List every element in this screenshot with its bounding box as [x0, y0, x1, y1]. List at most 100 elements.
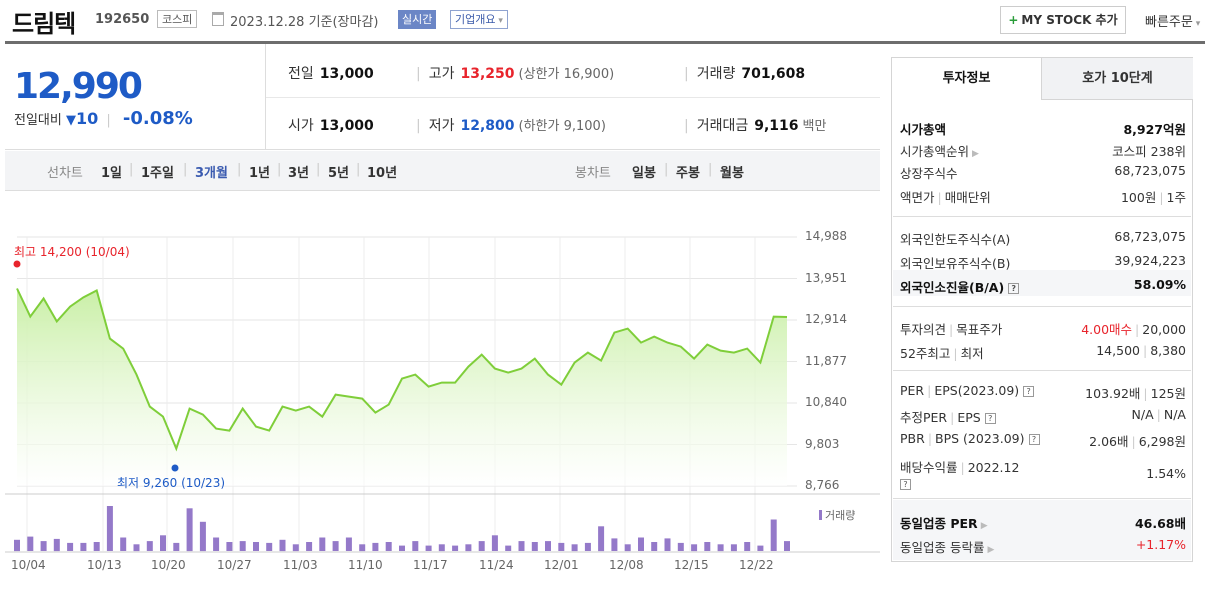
candle-chart-label: 봉차트 — [575, 166, 611, 181]
x-tick-label: 10/13 — [87, 558, 122, 572]
tab-1day[interactable]: 1일 — [101, 166, 123, 181]
y-tick-label: 10,840 — [805, 395, 847, 409]
x-tick-label: 10/20 — [151, 558, 186, 572]
info-key: 상장주식수 — [900, 163, 958, 182]
tab-10year[interactable]: 10년 — [367, 166, 398, 181]
high-marker — [13, 260, 21, 268]
amount-unit: 백만 — [802, 119, 827, 134]
info-row: 시가총액 8,927억원 — [900, 116, 1186, 138]
tab-1year[interactable]: 1년 — [249, 166, 271, 181]
help-icon[interactable]: ? — [1008, 283, 1020, 294]
volume-bar — [332, 541, 339, 551]
chevron-right-icon[interactable]: ▶ — [980, 521, 988, 531]
info-key-label: 추정PER — [900, 410, 948, 425]
tab-order-book[interactable]: 호가 10단계 — [1042, 58, 1193, 100]
volume-bar — [531, 542, 538, 551]
down-triangle-icon: ▼ — [65, 113, 76, 128]
x-tick-label: 12/22 — [739, 558, 774, 572]
info-key-label: 액면가 — [900, 190, 935, 205]
tab-weekly[interactable]: 주봉 — [676, 166, 700, 181]
info-key-label: PER — [900, 383, 925, 398]
tab-3month[interactable]: 3개월 — [195, 166, 228, 181]
info-value: 100원 | 1주 — [1121, 187, 1186, 206]
volume-bar — [253, 542, 259, 551]
help-icon[interactable]: ? — [1023, 386, 1035, 397]
current-price: 12,990 — [14, 66, 143, 107]
info-value-text: 2.06배 — [1089, 434, 1129, 449]
line-chart-label: 선차트 — [47, 166, 83, 181]
volume-bar — [438, 544, 445, 552]
info-value-text: 125원 — [1150, 386, 1186, 401]
volume-bar — [744, 542, 751, 551]
prev-label: 전일 — [288, 66, 314, 82]
divider: | — [1159, 190, 1164, 205]
info-key: 동일업종 등락률 ▶ — [900, 537, 994, 556]
legend-swatch — [819, 510, 822, 520]
realtime-button[interactable]: 실시간 — [398, 10, 437, 29]
info-value-text: 8,380 — [1150, 343, 1186, 358]
stock-code: 192650 — [95, 12, 150, 27]
divider: | — [106, 113, 111, 128]
tab-daily[interactable]: 일봉 — [632, 166, 656, 181]
price-area — [17, 288, 787, 486]
price-chart[interactable]: 14,988 13,951 12,914 11,877 10,840 9,803 8,766… — [5, 191, 880, 591]
tab-1week[interactable]: 1주일 — [141, 166, 174, 181]
y-tick-label: 13,951 — [805, 270, 847, 285]
add-mystock-label: MY STOCK 추가 — [1021, 13, 1118, 27]
info-row[interactable]: 동일업종 등락률 ▶ +1.17% — [900, 534, 1186, 556]
low-price: | 저가 12,800 (하한가 9,100) — [416, 115, 606, 135]
info-key-label: 동일업종 등락률 — [900, 540, 985, 555]
x-tick-label: 11/03 — [283, 558, 318, 572]
chevron-right-icon[interactable]: ▶ — [987, 545, 995, 555]
prev-close: 전일 13,000 — [288, 63, 374, 83]
info-value-text: 46.68배 — [1134, 516, 1186, 531]
row-highlight — [893, 500, 1191, 560]
volume-bar — [677, 542, 684, 551]
tab-3year[interactable]: 3년 — [288, 166, 310, 181]
chevron-right-icon[interactable]: ▶ — [972, 149, 979, 159]
tab-monthly[interactable]: 월봉 — [720, 166, 744, 181]
base-date: 2023.12.28 기준(장마감) — [230, 15, 379, 30]
volume-legend: 거래량 — [819, 507, 855, 523]
info-value-text: 6,298원 — [1138, 434, 1186, 449]
info-key: 52주최고 | 최저 — [900, 343, 984, 362]
info-row: 외국인보유주식수(B) 39,924,223 — [900, 250, 1186, 272]
info-key-label: 매매단위 — [944, 190, 991, 205]
volume-bar — [292, 544, 299, 552]
volume-bar — [160, 535, 166, 551]
chevron-down-icon: ▾ — [1192, 19, 1201, 29]
company-overview-dropdown[interactable]: 기업개요 ▾ — [450, 10, 508, 29]
info-row[interactable]: 동일업종 PER ▶ 46.68배 — [900, 510, 1186, 532]
help-icon[interactable]: ? — [984, 413, 996, 424]
info-row[interactable]: 시가총액순위 ▶ 코스피 238위 — [900, 138, 1186, 160]
quick-order-dropdown[interactable]: 빠른주문 ▾ — [1145, 11, 1200, 30]
help-icon[interactable]: ? — [900, 479, 911, 490]
info-value-text: 20,000 — [1142, 322, 1186, 337]
divider: | — [927, 431, 933, 446]
info-key-label: 배당수익률 — [900, 460, 958, 475]
divider: | — [1143, 386, 1148, 401]
info-key: 동일업종 PER ▶ — [900, 513, 988, 532]
volume-bar — [491, 535, 498, 551]
info-value-text: 1주 — [1166, 190, 1186, 205]
add-mystock-button[interactable]: + MY STOCK 추가 — [1000, 6, 1126, 34]
help-icon[interactable]: ? — [1028, 434, 1040, 445]
price-change: 전일대비 ▼10 | -0.08% — [14, 108, 193, 129]
x-tick-label: 11/10 — [348, 558, 383, 572]
info-value-text: +1.17% — [1135, 537, 1186, 552]
price-summary: 12,990 전일대비 ▼10 | -0.08% 전일 13,000 | 고가 13,… — [5, 44, 880, 150]
volume-bar — [319, 537, 326, 551]
volume-bar — [452, 545, 459, 551]
section-divider — [893, 370, 1191, 371]
tab-5year[interactable]: 5년 — [328, 166, 350, 181]
info-key-label: 시가총액 — [900, 122, 947, 137]
info-value: 4.00매수 | 20,000 — [1081, 319, 1186, 338]
volume-bar — [651, 542, 658, 551]
volume-bar — [266, 542, 273, 551]
volume-bar — [306, 542, 313, 551]
info-key-label: 시가총액순위 — [900, 144, 970, 159]
y-tick-label: 9,803 — [805, 436, 840, 451]
info-key: 외국인소진율(B/A)? — [900, 277, 1020, 296]
info-value-text: 100원 — [1120, 190, 1157, 205]
tab-investment-info[interactable]: 투자정보 — [892, 58, 1042, 100]
